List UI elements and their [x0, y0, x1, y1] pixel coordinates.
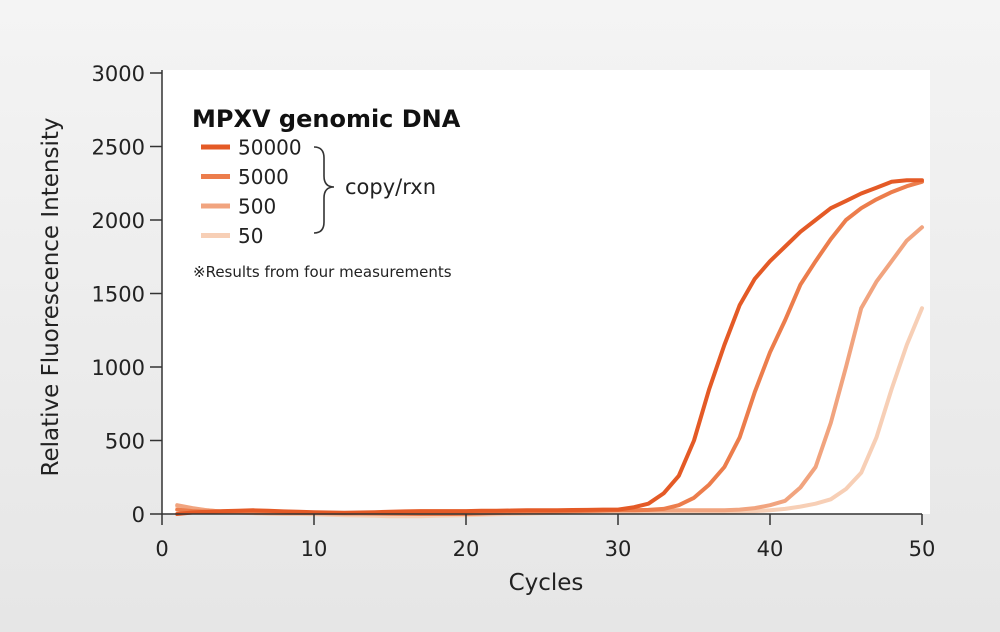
y-tick-label: 500 — [105, 430, 145, 454]
legend-unit-label: copy/rxn — [345, 175, 436, 199]
legend-label-500: 500 — [238, 195, 276, 219]
x-tick-label: 10 — [301, 537, 328, 561]
axes: 0 500 1000 1500 2000 2500 3000 0 10 20 30 40 50 — [92, 62, 936, 561]
x-tick-label: 0 — [155, 537, 168, 561]
y-tick-label: 1000 — [92, 356, 145, 380]
series-line-50000 — [175, 178, 924, 516]
y-tick-label: 2000 — [92, 209, 145, 233]
x-axis-label: Cycles — [509, 570, 584, 596]
y-tick-label: 2500 — [92, 136, 145, 160]
legend: MPXV genomic DNA 50000 5000 500 50 copy/rxn — [192, 105, 461, 248]
x-tick-label: 40 — [757, 537, 784, 561]
y-axis-label: Relative Fluorescence Intensity — [38, 117, 64, 476]
legend-label-5000: 5000 — [238, 165, 289, 189]
legend-entries: 50000 5000 500 50 — [201, 136, 302, 248]
legend-label-50000: 50000 — [238, 136, 302, 160]
x-tick-label: 50 — [909, 537, 936, 561]
measurement-note: ※Results from four measurements — [193, 263, 452, 281]
legend-label-50: 50 — [238, 224, 263, 248]
legend-brace — [313, 146, 335, 234]
y-tick-label: 1500 — [92, 283, 145, 307]
x-tick-label: 30 — [605, 537, 632, 561]
legend-title: MPXV genomic DNA — [192, 105, 461, 133]
x-tick-label: 20 — [453, 537, 480, 561]
y-tick-label: 0 — [132, 503, 145, 527]
plot-area — [162, 70, 930, 514]
y-tick-label: 3000 — [92, 62, 145, 86]
